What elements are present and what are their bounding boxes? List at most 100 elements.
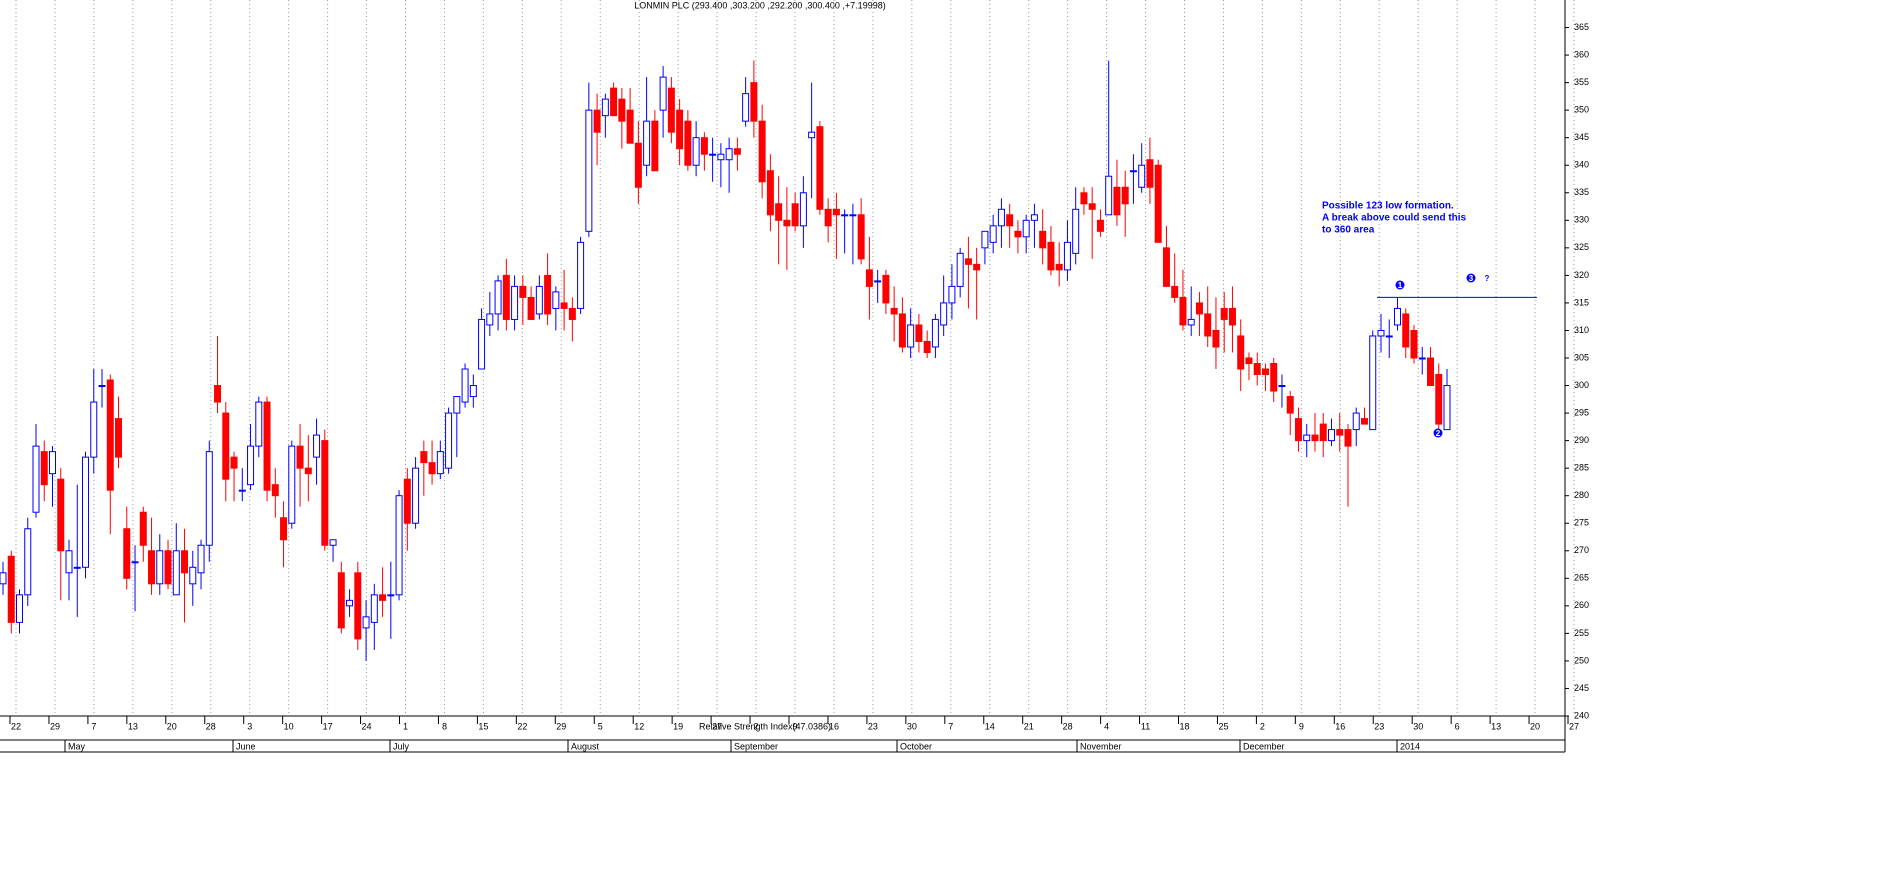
y-tick-label: 280: [1574, 490, 1589, 500]
candle-body: [700, 137, 708, 155]
x-tick-label: 18: [1179, 721, 1189, 731]
candle-body: [1113, 186, 1121, 216]
x-tick-label: 22: [517, 721, 527, 731]
candle-body: [593, 109, 601, 133]
candle-body: [148, 550, 156, 585]
y-tick-label: 325: [1574, 242, 1589, 252]
x-tick-label: 23: [1374, 721, 1384, 731]
candle-body: [1096, 219, 1104, 232]
candle-body: [453, 396, 461, 414]
candle-body: [634, 142, 642, 188]
candle-body: [1443, 385, 1451, 431]
candle-body: [395, 495, 403, 596]
marker-label: 2: [1436, 429, 1441, 438]
candle-body: [1212, 329, 1220, 348]
x-tick-label: 10: [284, 721, 294, 731]
candle-body: [40, 451, 48, 486]
y-tick-label: 360: [1574, 49, 1589, 59]
candle-body: [511, 285, 519, 320]
candle-body: [1039, 230, 1047, 249]
x-tick-label: 12: [634, 721, 644, 731]
x-tick-label: 13: [128, 721, 138, 731]
candle-body: [1088, 203, 1096, 210]
month-label: August: [571, 741, 600, 751]
x-tick-label: 9: [1299, 721, 1304, 731]
y-tick-label: 265: [1574, 573, 1589, 583]
candle-body: [197, 544, 205, 574]
candle-body: [766, 170, 774, 216]
y-tick-label: 350: [1574, 105, 1589, 115]
candle-body: [758, 120, 766, 183]
candle-body: [857, 214, 865, 260]
candle-body: [271, 484, 279, 497]
candle-body: [626, 109, 634, 144]
candle-body: [1063, 241, 1071, 271]
candle-body: [57, 478, 65, 552]
candle-body: [907, 324, 915, 348]
y-tick-label: 345: [1574, 132, 1589, 142]
candle-body: [709, 153, 717, 156]
x-tick-label: 29: [50, 721, 60, 731]
month-label: June: [236, 741, 256, 751]
y-tick-label: 285: [1574, 463, 1589, 473]
x-tick-label: 4: [1104, 721, 1109, 731]
candle-body: [552, 291, 560, 309]
candle-body: [32, 445, 40, 513]
x-tick-label: 3: [247, 721, 252, 731]
candle-body: [940, 302, 948, 326]
chart-title: LONMIN PLC (293.400 ,303.200 ,292.200 ,3…: [634, 0, 885, 10]
candle-body: [181, 550, 189, 574]
x-tick-label: 2: [754, 721, 759, 731]
y-tick-label: 305: [1574, 352, 1589, 362]
candle-body: [1105, 175, 1113, 216]
y-tick-label: 365: [1574, 22, 1589, 32]
candle-body: [849, 214, 857, 217]
candle-body: [1327, 429, 1335, 442]
annotation-line: Possible 123 low formation.: [1322, 201, 1454, 212]
candle-body: [1220, 307, 1228, 320]
candle-body: [610, 87, 618, 117]
candle-body: [7, 555, 15, 623]
candle-body: [337, 572, 345, 629]
candle-body: [956, 252, 964, 287]
candle-body: [1319, 423, 1327, 442]
candle-body: [1080, 192, 1088, 205]
x-tick-label: 27: [712, 721, 722, 731]
candle-body: [313, 434, 321, 458]
candle-body: [989, 225, 997, 243]
month-label: December: [1243, 741, 1285, 751]
x-tick-label: 23: [868, 721, 878, 731]
y-tick-label: 335: [1574, 187, 1589, 197]
candle-body: [1055, 263, 1063, 271]
candle-body: [1162, 247, 1170, 287]
annotation-line: A break above could send this: [1322, 213, 1467, 224]
x-tick-label: 16: [829, 721, 839, 731]
candle-body: [618, 98, 626, 122]
y-tick-label: 255: [1574, 628, 1589, 638]
candle-body: [1270, 363, 1278, 392]
candle-body: [1138, 164, 1146, 188]
candle-body: [841, 214, 849, 217]
x-tick-label: 22: [11, 721, 21, 731]
y-tick-label: 245: [1574, 683, 1589, 693]
x-tick-label: 21: [1024, 721, 1034, 731]
candle-body: [73, 566, 81, 569]
x-tick-label: 27: [1569, 721, 1579, 731]
candle-body: [494, 280, 502, 315]
candle-body: [156, 550, 164, 585]
candle-body: [1286, 396, 1294, 414]
candle-body: [420, 451, 428, 464]
y-tick-label: 295: [1574, 407, 1589, 417]
candle-body: [1179, 296, 1187, 326]
candle-body: [560, 302, 568, 309]
candle-body: [412, 467, 420, 524]
x-tick-label: 30: [907, 721, 917, 731]
candle-body: [898, 313, 906, 348]
x-tick-label: 20: [1530, 721, 1540, 731]
candle-body: [783, 219, 791, 227]
annotation: Possible 123 low formation. A break abov…: [1322, 201, 1467, 236]
candle-body: [964, 258, 972, 265]
candle-body: [1377, 329, 1385, 337]
candle-body: [742, 93, 750, 122]
